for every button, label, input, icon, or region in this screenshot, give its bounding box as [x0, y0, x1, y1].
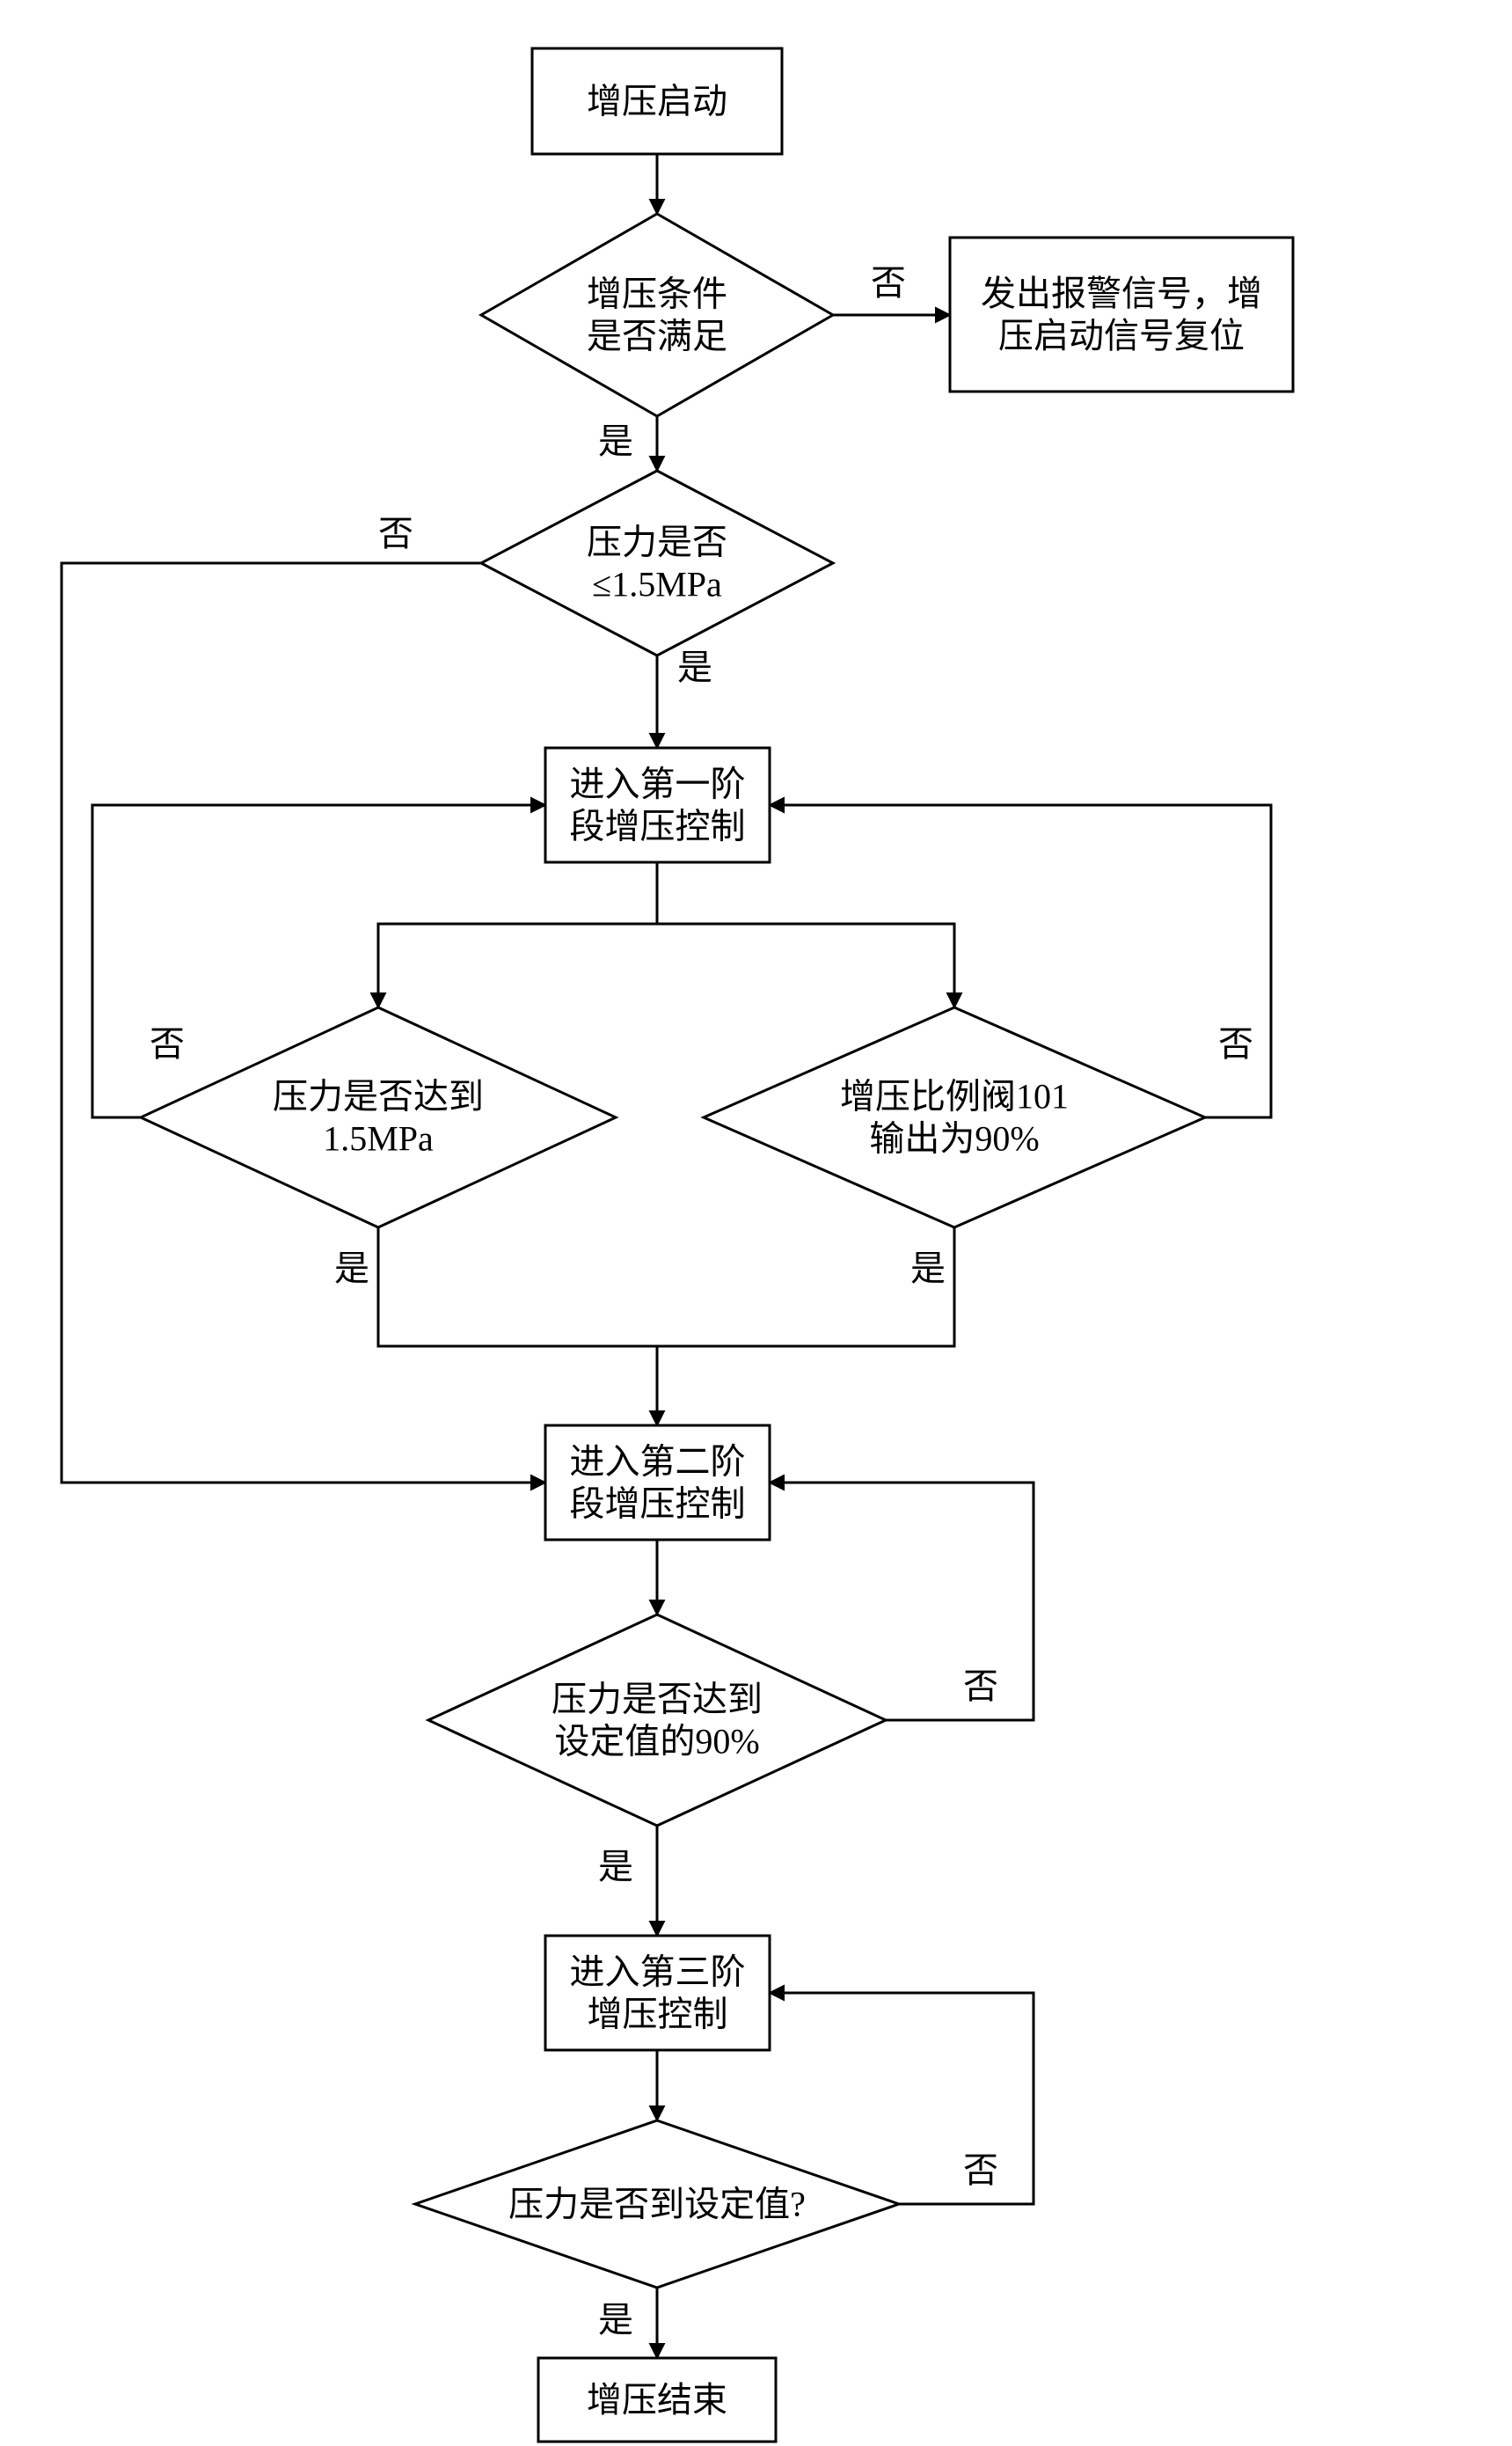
edge-label: 是 — [598, 421, 633, 461]
node-label: 进入第二阶 — [570, 1442, 746, 1482]
edge — [378, 1227, 657, 1346]
node-label: 设定值的90% — [554, 1722, 759, 1761]
node-label: ≤1.5MPa — [592, 565, 722, 604]
node-d3 — [141, 1007, 616, 1227]
node-d1 — [481, 214, 833, 416]
node-label: 压力是否 — [587, 523, 727, 562]
node-label: 增压条件 — [587, 275, 727, 314]
node-label: 是否满足 — [587, 317, 727, 356]
edge — [62, 563, 545, 1483]
node-label: 增压比例阀101 — [840, 1077, 1069, 1117]
edge-label: 否 — [963, 2150, 998, 2190]
node-d4 — [704, 1007, 1205, 1227]
node-label: 段增压控制 — [570, 807, 746, 846]
node-label: 增压结束 — [587, 2380, 727, 2420]
edge — [378, 924, 657, 1007]
edge-label: 是 — [598, 1847, 633, 1886]
edge-label: 否 — [871, 263, 906, 303]
node-label: 压力是否到设定值? — [508, 2185, 806, 2224]
edge-label: 否 — [963, 1666, 998, 1706]
edge-label: 是 — [910, 1249, 946, 1288]
node-label: 1.5MPa — [323, 1119, 434, 1159]
node-label: 发出报警信号，增 — [981, 274, 1262, 313]
node-d2 — [481, 471, 833, 655]
edge-label: 是 — [598, 2300, 633, 2340]
edge-label: 否 — [150, 1024, 185, 1064]
node-label: 段增压控制 — [570, 1484, 746, 1524]
node-label: 增压启动 — [587, 82, 727, 121]
node-d5 — [428, 1615, 886, 1826]
edge — [657, 924, 954, 1007]
node-alarm — [950, 238, 1293, 392]
node-label: 进入第三阶 — [570, 1952, 746, 1992]
node-label: 压力是否达到 — [551, 1680, 763, 1719]
node-label: 增压控制 — [588, 1995, 728, 2034]
edge-label: 否 — [378, 514, 413, 553]
node-label: 压启动信号复位 — [998, 316, 1245, 355]
node-label: 进入第一阶 — [570, 765, 746, 804]
edge-label: 是 — [334, 1249, 369, 1288]
edge-label: 否 — [1218, 1024, 1253, 1064]
node-label: 输出为90% — [869, 1119, 1039, 1159]
edge-label: 是 — [677, 648, 712, 687]
node-label: 压力是否达到 — [273, 1077, 484, 1117]
